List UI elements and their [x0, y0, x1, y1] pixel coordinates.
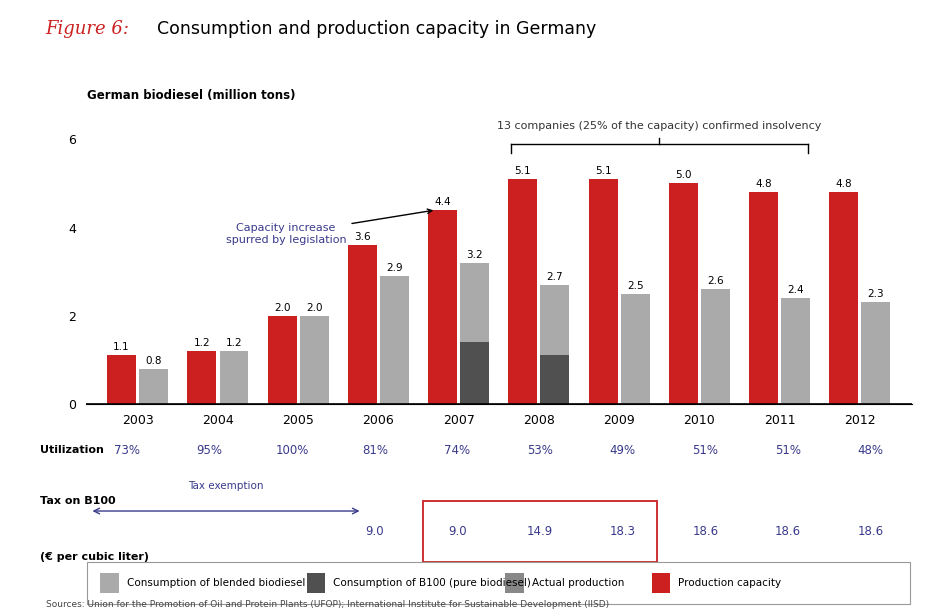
Text: 4.4: 4.4	[434, 197, 451, 207]
Text: 51%: 51%	[693, 444, 718, 457]
Bar	[348, 245, 377, 404]
Bar	[781, 298, 810, 404]
Text: 1.2: 1.2	[194, 338, 210, 348]
Bar	[460, 342, 489, 404]
Text: 9.0: 9.0	[448, 524, 466, 538]
Bar	[589, 179, 618, 404]
Bar	[505, 573, 523, 593]
Text: 3.6: 3.6	[354, 232, 371, 242]
Text: 48%: 48%	[858, 444, 884, 457]
Bar	[268, 316, 296, 404]
Bar	[428, 210, 457, 404]
Text: 18.6: 18.6	[775, 524, 801, 538]
Text: 18.6: 18.6	[858, 524, 884, 538]
Bar	[620, 294, 650, 404]
Text: 51%: 51%	[775, 444, 801, 457]
Text: Capacity increase
spurred by legislation: Capacity increase spurred by legislation	[226, 209, 432, 245]
Bar	[107, 356, 136, 404]
Text: 18.6: 18.6	[693, 524, 718, 538]
Text: 4.8: 4.8	[835, 179, 852, 189]
Bar	[829, 192, 858, 404]
Bar	[669, 184, 697, 404]
Text: Consumption of B100 (pure biodiesel): Consumption of B100 (pure biodiesel)	[333, 578, 531, 588]
Text: 2.0: 2.0	[274, 302, 291, 313]
Bar	[750, 192, 778, 404]
Text: 13 companies (25% of the capacity) confirmed insolvency: 13 companies (25% of the capacity) confi…	[497, 121, 822, 132]
Bar	[187, 351, 217, 404]
Text: 1.2: 1.2	[226, 338, 242, 348]
Bar	[101, 573, 119, 593]
Bar	[541, 356, 569, 404]
Text: (€ per cubic liter): (€ per cubic liter)	[40, 553, 149, 562]
Bar	[307, 573, 325, 593]
Text: 1.1: 1.1	[113, 342, 130, 353]
Text: 14.9: 14.9	[527, 524, 553, 538]
Text: Consumption of blended biodiesel: Consumption of blended biodiesel	[126, 578, 305, 588]
Text: 18.3: 18.3	[610, 524, 636, 538]
Bar	[541, 285, 569, 356]
Bar	[423, 501, 657, 562]
Text: 3.2: 3.2	[466, 250, 483, 259]
Text: 2.5: 2.5	[627, 280, 643, 291]
Bar	[300, 316, 329, 404]
Text: German biodiesel (million tons): German biodiesel (million tons)	[87, 89, 295, 102]
Text: 2.4: 2.4	[788, 285, 804, 295]
Bar	[460, 263, 489, 342]
Text: Figure 6:: Figure 6:	[46, 20, 129, 37]
Text: Tax exemption: Tax exemption	[188, 481, 264, 491]
Text: 100%: 100%	[276, 444, 309, 457]
Bar	[862, 302, 890, 404]
Text: Utilization: Utilization	[40, 446, 104, 455]
Text: 4.8: 4.8	[755, 179, 771, 189]
Text: Actual production: Actual production	[532, 578, 624, 588]
Text: 5.1: 5.1	[515, 166, 531, 176]
Text: 74%: 74%	[445, 444, 470, 457]
Text: 0.8: 0.8	[145, 356, 162, 365]
Bar	[701, 289, 730, 404]
Bar	[380, 276, 408, 404]
Bar	[140, 368, 168, 404]
Bar	[508, 179, 538, 404]
Text: 49%: 49%	[610, 444, 636, 457]
Text: Consumption and production capacity in Germany: Consumption and production capacity in G…	[157, 20, 596, 37]
Text: 73%: 73%	[114, 444, 140, 457]
Text: 53%: 53%	[527, 444, 553, 457]
Text: 2.6: 2.6	[707, 276, 724, 286]
Bar	[219, 351, 248, 404]
Text: 2.9: 2.9	[386, 263, 403, 273]
Bar	[652, 573, 670, 593]
Text: 81%: 81%	[362, 444, 388, 457]
Text: Tax on B100: Tax on B100	[40, 496, 116, 506]
Text: 2.7: 2.7	[546, 272, 563, 282]
Text: 9.0: 9.0	[366, 524, 384, 538]
Text: 2.0: 2.0	[306, 302, 322, 313]
Text: Sources: Union for the Promotion of Oil and Protein Plants (UFOP); International: Sources: Union for the Promotion of Oil …	[46, 600, 609, 609]
Text: 2.3: 2.3	[867, 289, 884, 299]
Text: 5.1: 5.1	[595, 166, 612, 176]
Text: 5.0: 5.0	[675, 170, 692, 181]
Text: 95%: 95%	[197, 444, 222, 457]
Text: Production capacity: Production capacity	[678, 578, 781, 588]
